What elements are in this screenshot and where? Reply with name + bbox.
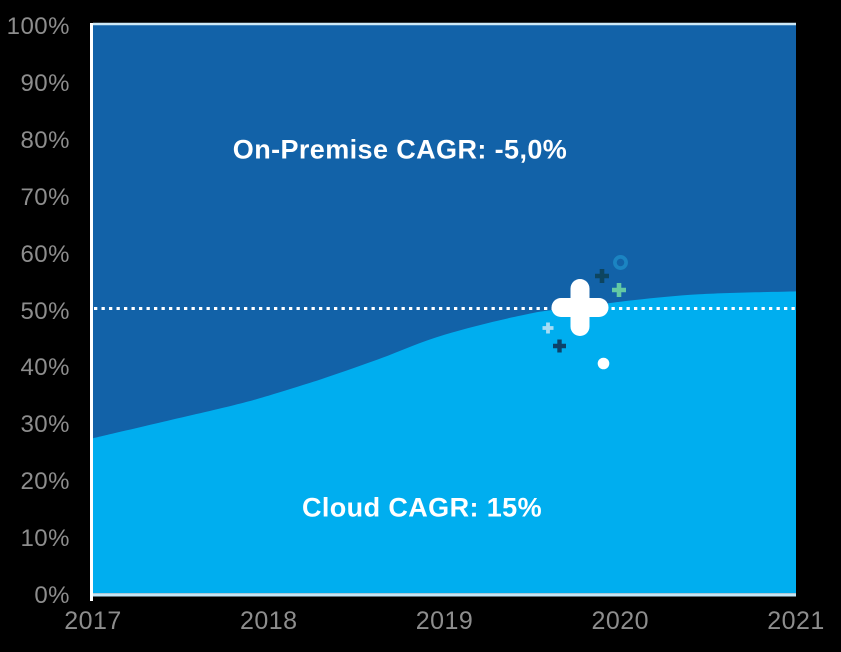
cross-decoration-pale — [542, 322, 554, 334]
cross-decoration-navy-2 — [553, 339, 566, 353]
y-tick-label: 0% — [34, 582, 70, 609]
y-tick-label: 10% — [20, 525, 70, 553]
cross-decoration-navy-1 — [595, 269, 609, 284]
x-tick-label: 2018 — [239, 607, 298, 635]
cloud-cagr-label: Cloud CAGR: 15% — [301, 492, 543, 523]
x-tick-label: 2019 — [415, 607, 474, 635]
y-tick-label: 50% — [20, 297, 70, 325]
dot-decoration — [597, 357, 610, 370]
y-tick-label: 20% — [20, 468, 70, 496]
x-tick-label: 2021 — [767, 607, 825, 635]
cross-decoration-mint — [612, 283, 626, 298]
y-tick-label: 100% — [6, 13, 70, 40]
cloud-area — [93, 291, 796, 593]
y-tick-label: 30% — [20, 411, 70, 439]
y-tick-label: 90% — [20, 69, 70, 97]
x-tick-label: 2017 — [64, 607, 122, 635]
y-tick-label: 60% — [20, 240, 70, 268]
on-premise-cagr-label: On-Premise CAGR: -5,0% — [232, 134, 568, 165]
y-tick-label: 70% — [20, 183, 70, 211]
ring-decoration — [613, 255, 628, 270]
y-tick-label: 40% — [20, 354, 70, 382]
y-tick-label: 80% — [20, 126, 70, 154]
big-plus-marker-horizontal — [551, 298, 609, 317]
x-tick-label: 2020 — [591, 607, 650, 635]
